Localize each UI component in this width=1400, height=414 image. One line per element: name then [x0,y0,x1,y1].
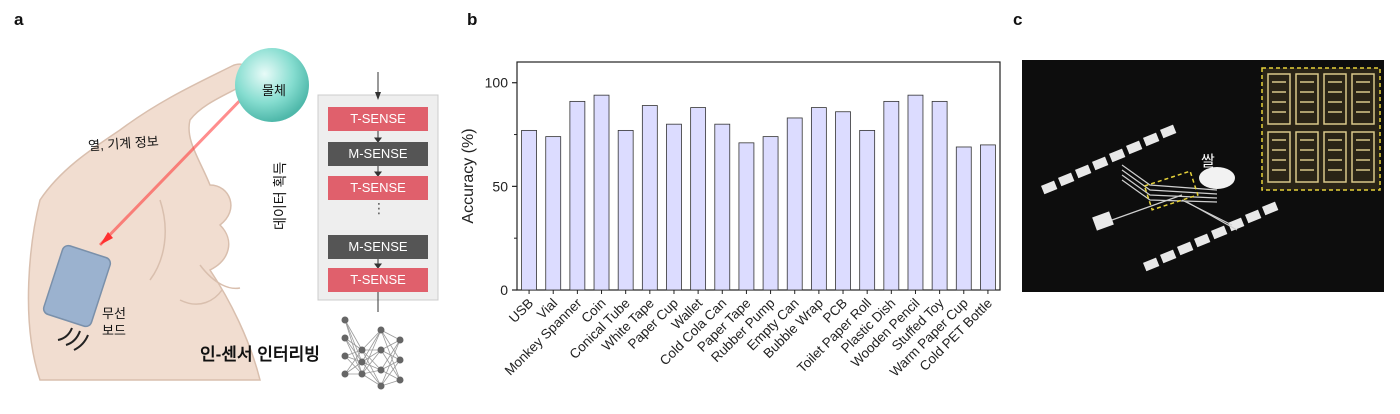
bar-vial [545,136,562,291]
bar-toilet-paper-roll [859,129,876,291]
bar-rubber-pump [762,136,779,291]
sensor-traces [1111,164,1238,231]
plot-frame [516,61,1001,291]
panel-letter-c: c [1013,10,1023,29]
bar-pcb [835,111,851,291]
bar-conical-tube [617,129,634,291]
bar-wallet [690,107,707,291]
bar-usb [521,129,537,291]
board-label-line2: 보드 [102,323,126,338]
bar-plastic-dish [883,100,900,291]
bar-empty-can [786,117,803,291]
bar-monkey-spanner [569,100,586,291]
object-sphere [235,48,309,122]
sense-ellipsis: ⋮ [372,200,386,216]
panel-b: b 0 50 100 Accuracy (%) USB Vial Monkey Spanne… [455,0,1015,414]
sense-block-5: T-SENSE [328,268,428,292]
sense-block-1: T-SENSE [328,107,428,131]
bar-cold-pet-bottle [980,144,996,291]
interleaving-label: 인-센서 인터리빙 [200,345,320,364]
rice-grain [1199,167,1235,189]
sensor-pads [1041,124,1279,272]
rice-label: 쌀 [1201,153,1215,170]
x-tick-label: USB [506,296,536,326]
y-axis-label: Accuracy (%) [460,128,477,223]
wireless-icon [57,327,89,351]
bar-coin [593,94,610,291]
data-acquisition-label: 데이터 획득 [272,161,288,230]
sense-block-2: M-SENSE [328,142,428,166]
panel-letter-b: b [467,10,478,29]
zoom-inset [1261,67,1381,191]
panel-a: a [0,0,460,414]
y-tick-label: 0 [500,282,508,298]
bar-paper-tape [738,142,755,291]
signal-arrow [98,86,254,247]
hand-illustration [27,63,261,381]
wireless-board [42,244,112,328]
y-tick-label: 100 [485,75,509,91]
object-label: 물체 [262,83,286,98]
sense-block-4: M-SENSE [328,235,428,259]
bar-paper-cup [666,123,682,291]
bar-white-tape [641,105,658,291]
y-tick-label: 50 [492,178,508,194]
panel-c: c 쌀 [1013,0,1400,414]
zoom-region-box [1143,170,1199,211]
bar-cold-cola-can [714,123,731,291]
board-label-line1: 무선 [102,306,126,321]
bar-warm-paper-cup [955,146,972,291]
bar-stuffed-toy [931,100,948,291]
bar-wooden-pencil [907,94,924,291]
neural-network-icon [341,316,404,390]
sensor-photo [1022,60,1384,292]
panel-letter-a: a [14,10,24,29]
sense-block-3: T-SENSE [328,176,428,200]
bar-bubble-wrap [810,107,827,291]
